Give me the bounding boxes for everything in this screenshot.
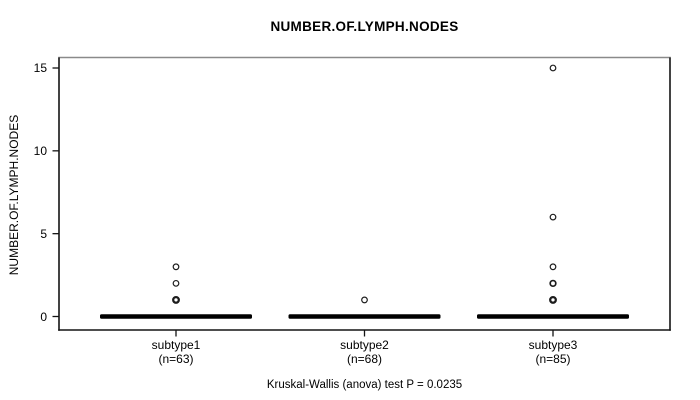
outlier-point xyxy=(549,263,557,271)
outlier-point xyxy=(172,263,180,271)
median-line xyxy=(477,314,629,319)
outlier-point xyxy=(549,295,557,304)
group-name-label: subtype3 xyxy=(528,338,578,352)
x-group-label: subtype2 (n=68) xyxy=(295,338,435,366)
median-line xyxy=(100,314,252,319)
chart-title: NUMBER.OF.LYMPH.NODES xyxy=(270,19,459,34)
y-tick-label: 10 xyxy=(33,143,47,158)
outlier-point xyxy=(172,295,180,304)
group-name-label: subtype1 xyxy=(151,338,201,352)
y-tick-label: 5 xyxy=(40,226,47,241)
group-n-label: (n=68) xyxy=(346,351,383,366)
outlier-point xyxy=(549,279,557,288)
median-line xyxy=(288,314,441,319)
outlier-point xyxy=(361,296,368,304)
group-name-label: subtype2 xyxy=(340,338,389,352)
y-tick-label: 15 xyxy=(33,61,47,75)
outlier-point xyxy=(549,213,557,221)
group-n-label: (n=85) xyxy=(535,351,571,366)
y-tick-label: 0 xyxy=(40,309,47,324)
x-group-label: subtype3 (n=85) xyxy=(483,338,623,366)
outlier-point xyxy=(549,64,557,72)
outlier-point xyxy=(172,279,180,287)
x-group-label: subtype1 (n=63) xyxy=(106,338,246,366)
group-n-label: (n=63) xyxy=(158,351,194,366)
stat-test-caption: Kruskal-Wallis (anova) test P = 0.0235 xyxy=(266,379,463,391)
